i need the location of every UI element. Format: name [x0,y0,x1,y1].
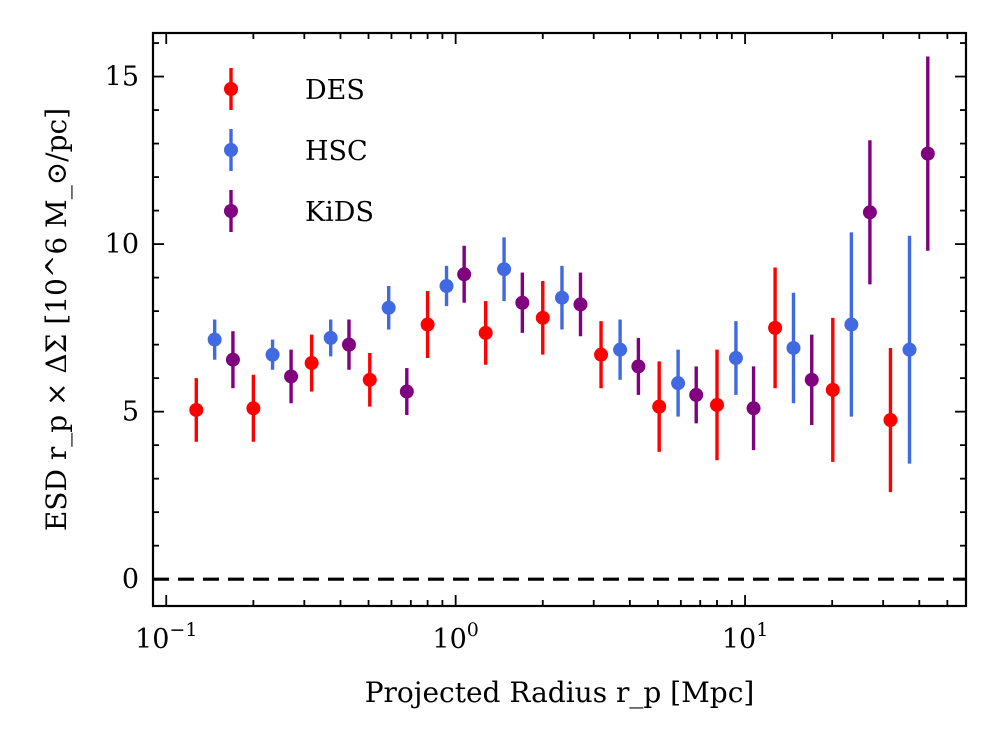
x-axis-title: Projected Radius r_p [Mpc] [365,676,755,709]
data-point [594,347,609,362]
legend-label: HSC [305,136,368,167]
data-point [613,342,628,357]
data-point [207,332,222,347]
series-kids [225,56,935,451]
legend-item-hsc: HSC [224,129,368,171]
data-point [284,369,299,384]
data-point [246,401,261,416]
data-point [341,337,356,352]
data-point [265,347,280,362]
data-point [420,317,435,332]
data-point [554,290,569,305]
data-point [902,342,917,357]
plot-area [153,56,966,581]
data-point [746,401,761,416]
data-point [323,330,338,345]
legend-marker [224,143,238,157]
data-point [728,351,743,366]
y-tick-label: 5 [122,397,139,428]
legend: DES HSC KiDS [224,68,374,232]
data-point [497,262,512,277]
series-des [189,267,898,493]
data-point [804,372,819,387]
data-point [189,402,204,417]
legend-marker [224,82,238,96]
x-tick-label: 100 [432,619,478,655]
data-point [439,278,454,293]
data-point [381,300,396,315]
data-point [768,320,783,335]
x-tick-label: 10−1 [135,619,197,655]
data-point [710,397,725,412]
data-point [883,413,898,428]
legend-marker [224,204,238,218]
legend-item-des: DES [224,68,365,110]
legend-label: DES [305,75,365,106]
data-point [399,384,414,399]
y-axis-title: ESD r_p × ΔΣ [10^6 M_⊙/pc] [40,108,73,531]
data-point [652,399,667,414]
y-tick-label: 10 [105,229,139,260]
data-point [844,317,859,332]
data-point [457,267,472,282]
data-point [689,387,704,402]
x-tick-label: 101 [722,619,768,655]
axes: 10−1 100 101 0 5 10 15 [105,31,968,655]
data-point [478,325,493,340]
y-tick-label: 15 [105,62,139,93]
data-point [862,205,877,220]
data-point [225,352,240,367]
series-hsc [207,232,917,464]
plot-frame [151,31,968,608]
data-point [535,310,550,325]
data-point [515,295,530,310]
data-point [304,356,319,371]
data-point [825,382,840,397]
data-point [786,340,801,355]
y-tick-label: 0 [122,564,139,595]
data-point [671,376,686,391]
data-point [573,297,588,312]
data-point [920,146,935,161]
data-point [362,372,377,387]
data-point [631,359,646,374]
legend-item-kids: KiDS [224,190,374,232]
legend-label: KiDS [305,197,374,228]
